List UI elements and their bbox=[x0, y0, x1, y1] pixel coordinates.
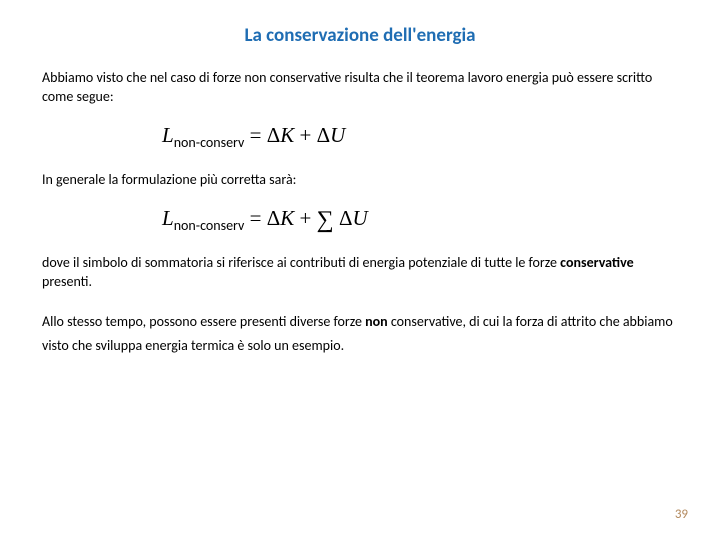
f2-sub: non-conserv bbox=[174, 217, 245, 234]
paragraph-3: dove il simbolo di sommatoria si riferis… bbox=[42, 254, 678, 292]
f2-d2: Δ bbox=[339, 206, 353, 230]
paragraph-1: Abbiamo visto che nel caso di forze non … bbox=[42, 69, 678, 107]
page-number: 39 bbox=[675, 507, 688, 522]
f1-d2: Δ bbox=[317, 123, 331, 147]
f2-K: K bbox=[280, 206, 294, 230]
formula-2: Lnon-conserv = ΔK + ∑ ΔU bbox=[162, 206, 678, 234]
f1-L: L bbox=[162, 123, 174, 147]
f1-eq: = bbox=[244, 123, 266, 147]
f1-K: K bbox=[280, 123, 294, 147]
f2-U: U bbox=[352, 206, 367, 230]
p2-text: In generale la formulazione più corretta… bbox=[42, 171, 296, 188]
f1-U: U bbox=[330, 123, 345, 147]
formula-1: Lnon-conserv = ΔK + ΔU bbox=[162, 123, 678, 151]
p3b: conservative bbox=[560, 254, 634, 271]
title-text: La conservazione dell'energia bbox=[244, 24, 475, 47]
page-number-text: 39 bbox=[675, 507, 688, 522]
paragraph-2: In generale la formulazione più corretta… bbox=[42, 171, 678, 190]
p1-text: Abbiamo visto che nel caso di forze non … bbox=[42, 69, 652, 105]
f2-sigma: ∑ bbox=[317, 207, 334, 233]
paragraph-4: Allo stesso tempo, possono essere presen… bbox=[42, 310, 678, 358]
slide-title: La conservazione dell'energia bbox=[42, 24, 678, 47]
f2-plus1: + bbox=[294, 206, 316, 230]
f1-d1: Δ bbox=[267, 123, 281, 147]
f1-plus: + bbox=[294, 123, 316, 147]
f2-d1: Δ bbox=[267, 206, 281, 230]
f2-eq: = bbox=[244, 206, 266, 230]
f1-sub: non-conserv bbox=[174, 134, 245, 151]
p3a: dove il simbolo di sommatoria si riferis… bbox=[42, 254, 560, 271]
p4b: non bbox=[365, 313, 388, 330]
f2-L: L bbox=[162, 206, 174, 230]
p3c: presenti. bbox=[42, 273, 92, 290]
p4a: Allo stesso tempo, possono essere presen… bbox=[42, 313, 365, 330]
